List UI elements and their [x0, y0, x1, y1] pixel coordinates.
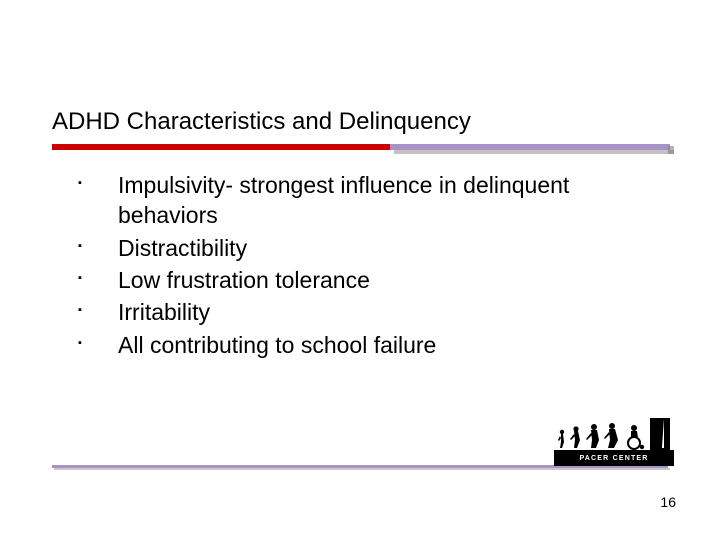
bullet-list: Impulsivity- strongest influence in deli…	[78, 170, 638, 362]
slide-title: ADHD Characteristics and Delinquency	[52, 108, 471, 136]
slide: ADHD Characteristics and Delinquency Imp…	[0, 0, 720, 540]
pacer-logo-band: PACER CENTER	[554, 450, 674, 466]
bottom-rule-shadow	[54, 468, 670, 470]
bullet-item: Distractibility	[78, 233, 638, 263]
bullet-item: Irritability	[78, 297, 638, 327]
bullet-item: Low frustration tolerance	[78, 265, 638, 295]
pacer-logo-figures-icon	[554, 418, 674, 450]
title-underline	[52, 144, 668, 150]
bullet-item: Impulsivity- strongest influence in deli…	[78, 170, 638, 231]
page-number: 16	[660, 494, 676, 510]
title-underline-red	[52, 144, 392, 150]
pacer-logo-text: PACER CENTER	[579, 455, 648, 462]
pacer-logo: PACER CENTER	[554, 418, 674, 466]
title-underline-shadow-bottom	[394, 150, 674, 154]
bullet-item: All contributing to school failure	[78, 330, 638, 360]
